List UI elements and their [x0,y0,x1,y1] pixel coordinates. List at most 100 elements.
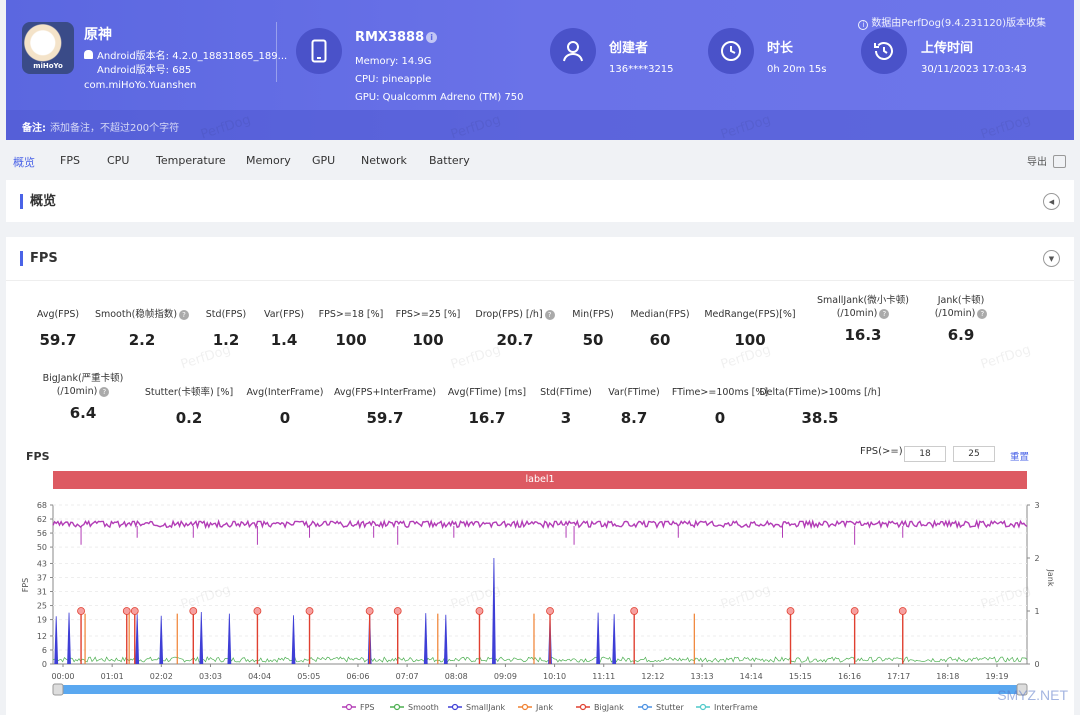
metric-label: Avg(FTime) [ms] [447,387,527,398]
smalljank-max-spike [492,557,496,665]
y-axis-title: FPS [21,578,30,593]
duration-value: 0h 20m 15s [767,64,827,75]
header-divider [276,22,277,82]
device-specs: Memory: 14.9G CPU: pineapple GPU: Qualco… [355,56,524,103]
collapse-left-icon[interactable]: ◀ [1043,193,1060,210]
metric-label: FPS>=25 [%] [395,309,461,320]
row1-metric: Var(FPS) 1.4 [214,308,354,349]
row1-metric: MedRange(FPS)[%] 100 [680,308,820,349]
tab-overview[interactable]: 概览 [13,156,35,169]
tab-network[interactable]: Network [361,154,407,167]
collect-note: i 数据由PerfDog(9.4.231120)版本收集 [858,14,1046,30]
help-icon[interactable]: ? [99,387,110,397]
tab-gpu[interactable]: GPU [312,154,336,167]
chart-title: FPS [26,450,50,463]
row2-metric: Avg(FPS+InterFrame) 59.7 [315,386,455,427]
legend-label: SmallJank [466,703,506,712]
metric-value: 100 [734,331,766,349]
y2-tick-label: 3 [1034,501,1039,510]
y2-axis-title: Jank [1046,569,1055,587]
reset-button[interactable]: 重置 [1010,452,1030,463]
x-tick-label: 15:15 [789,672,812,681]
y-tick-label: 12 [37,632,47,641]
metric-label: Smooth(稳帧指数)? [72,308,212,321]
bigjank-marker [475,607,484,615]
row2-metric: Var(FTime) 8.7 [564,386,704,427]
legend-marker [521,703,529,711]
metric-label: Std(FTime) [540,387,592,398]
x-tick-label: 13:13 [691,672,714,681]
help-icon[interactable]: ? [977,309,988,319]
creator-value: 136****3215 [609,64,674,75]
legend-label: Jank [535,703,553,712]
metric-value: 1.4 [270,331,298,349]
remark-input[interactable]: 添加备注，不超过200个字符 [50,123,180,134]
bigjank-marker [189,607,198,615]
export-button[interactable]: 导出 [1027,153,1066,168]
x-tick-label: 04:04 [248,672,271,681]
row1-metric: FPS>=18 [%] 100 [281,308,421,349]
metric-value: 50 [582,331,604,349]
metric-label: MedRange(FPS)[%] [704,309,796,320]
metric-value: 16.7 [468,409,506,427]
metric-label: FPS>=18 [%] [318,309,384,320]
remark-bar[interactable]: 备注: 添加备注，不超过200个字符 [6,110,1074,140]
threshold-input-1[interactable]: 18 [904,446,946,462]
duration-title: 时长 [767,41,794,56]
legend-marker [579,703,587,711]
bigjank-marker [130,607,139,615]
row1-metric: Std(FPS) 1.2 [156,308,296,349]
tab-cpu[interactable]: CPU [107,154,130,167]
legend-label: BigJank [594,703,624,712]
smalljank-spike [291,615,296,665]
tab-memory[interactable]: Memory [246,154,291,167]
row1-metric: Jank(卡顿) (/10min)? 6.9 [891,294,1031,344]
tab-bar: 概览 FPS CPU Temperature Memory GPU Networ… [6,150,1074,172]
row2-metric: Avg(InterFrame) 0 [215,386,355,427]
bigjank-marker [77,607,85,615]
tab-temperature[interactable]: Temperature [156,154,226,167]
legend-marker [641,703,649,711]
help-icon[interactable]: ? [544,310,555,320]
app-package: com.miHoYo.Yuanshen [84,80,197,91]
metric-label: Delta(FTime)>100ms [/h] [759,387,881,398]
x-tick-label: 16:16 [838,672,861,681]
label-bar[interactable]: label1 [53,471,1027,489]
app-version: Android版本名: 4.2.0_18831865_189... Androi… [84,50,287,78]
info-icon: i [858,20,869,30]
divider [6,280,1074,281]
metric-label: Median(FPS) [630,309,690,320]
metric-label: Var(FPS) [263,309,305,320]
collapse-down-icon[interactable]: ▼ [1043,250,1060,267]
metric-value: 6.4 [69,404,97,422]
row1-metric: FPS>=25 [%] 100 [358,308,498,349]
row1-metric: Smooth(稳帧指数)? 2.2 [72,308,212,349]
x-tick-label: 19:19 [985,672,1008,681]
metric-label: Stutter(卡顿率) [%] [144,387,234,398]
x-tick-label: 03:03 [199,672,222,681]
smalljank-spike [67,612,71,665]
tab-fps[interactable]: FPS [60,154,80,167]
legend-label: Smooth [408,703,439,712]
y-tick-label: 19 [37,616,47,625]
y-tick-label: 68 [37,501,47,510]
metric-value: 0 [714,409,726,427]
legend-marker [451,703,459,711]
help-icon[interactable]: ? [179,310,190,320]
tab-battery[interactable]: Battery [429,154,470,167]
x-tick-label: 17:17 [887,672,910,681]
bigjank-marker [393,607,402,615]
legend-label: FPS [360,703,375,712]
help-icon[interactable]: ? [879,309,890,319]
y2-tick-label: 0 [1034,660,1039,669]
metric-label: FTime>=100ms [%] [671,387,769,398]
range-slider-handle-right [1016,683,1028,696]
device-info-icon[interactable]: i [426,32,438,43]
metric-value: 100 [335,331,367,349]
threshold-input-2[interactable]: 25 [953,446,995,462]
legend-marker [345,703,353,711]
bigjank-marker [850,607,859,615]
bigjank-marker [546,607,554,615]
metric-label: SmallJank(微小卡顿) [817,295,909,306]
